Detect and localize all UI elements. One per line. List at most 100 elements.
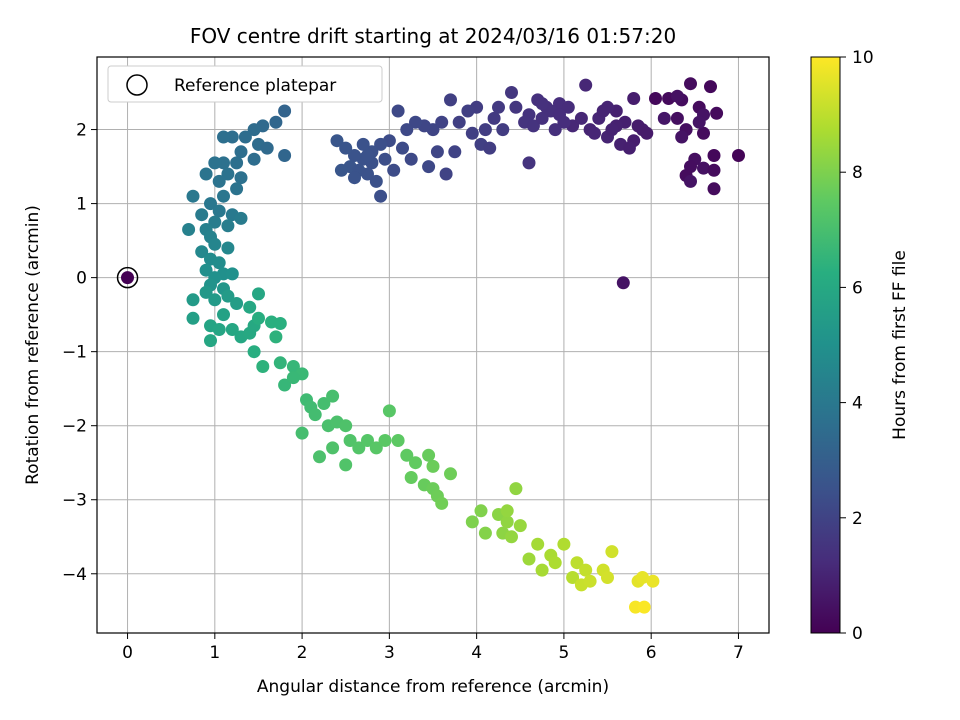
data-point bbox=[422, 160, 436, 174]
data-point bbox=[640, 126, 654, 140]
y-tick-label: −3 bbox=[62, 491, 87, 511]
x-tick-label: 2 bbox=[297, 643, 308, 663]
data-point bbox=[391, 104, 405, 118]
data-points bbox=[121, 77, 745, 614]
data-point bbox=[657, 111, 671, 125]
colorbar-gradient bbox=[810, 56, 841, 634]
data-point bbox=[509, 100, 523, 114]
data-point bbox=[637, 600, 651, 614]
x-tick-label: 3 bbox=[384, 643, 395, 663]
plot-frame bbox=[96, 56, 770, 634]
data-point bbox=[548, 556, 562, 570]
data-point bbox=[217, 189, 230, 203]
y-tick-label: 0 bbox=[76, 269, 87, 289]
data-point bbox=[234, 145, 248, 159]
data-point bbox=[710, 106, 724, 120]
data-point bbox=[313, 450, 326, 464]
data-point bbox=[273, 317, 287, 330]
colorbar-tick-label: 2 bbox=[852, 509, 863, 529]
data-point bbox=[675, 130, 689, 144]
data-point bbox=[396, 141, 409, 155]
data-point bbox=[247, 345, 261, 359]
data-point bbox=[707, 149, 721, 162]
data-point bbox=[535, 111, 549, 125]
data-point bbox=[238, 130, 252, 144]
reference-platepar-marker bbox=[116, 266, 139, 289]
data-point bbox=[221, 167, 235, 181]
data-point bbox=[247, 123, 261, 137]
data-point bbox=[444, 93, 457, 107]
colorbar-tick-label: 8 bbox=[852, 163, 863, 183]
data-point bbox=[330, 134, 344, 148]
data-point bbox=[697, 161, 710, 175]
data-point bbox=[361, 149, 374, 162]
data-point bbox=[557, 537, 571, 551]
data-point bbox=[707, 163, 721, 177]
data-point bbox=[204, 197, 217, 211]
data-point bbox=[339, 419, 353, 433]
grid-lines bbox=[97, 57, 769, 633]
data-point bbox=[273, 356, 287, 370]
data-point bbox=[195, 245, 209, 259]
data-point bbox=[684, 77, 697, 91]
data-point bbox=[252, 311, 265, 325]
data-point bbox=[278, 378, 292, 392]
y-axis-ticks: −4 −3 −2 −1 0 1 2 bbox=[62, 121, 97, 585]
data-point bbox=[430, 145, 444, 159]
data-point bbox=[339, 458, 353, 472]
y-axis-label: Rotation from reference (arcmin) bbox=[23, 205, 43, 485]
data-point bbox=[356, 137, 370, 151]
data-point bbox=[260, 141, 274, 155]
data-point bbox=[308, 408, 322, 422]
data-point bbox=[339, 141, 353, 155]
data-point bbox=[121, 271, 134, 285]
data-point bbox=[500, 504, 514, 518]
data-point bbox=[326, 389, 340, 403]
data-point bbox=[531, 537, 545, 551]
data-point bbox=[278, 104, 292, 118]
data-point bbox=[522, 552, 536, 566]
data-point bbox=[707, 182, 721, 196]
data-point bbox=[230, 156, 244, 170]
data-point bbox=[361, 167, 374, 181]
data-point bbox=[348, 171, 361, 185]
data-point bbox=[509, 482, 523, 496]
data-point bbox=[217, 130, 230, 144]
data-point bbox=[409, 115, 422, 129]
data-point bbox=[286, 360, 300, 373]
data-point bbox=[217, 308, 230, 322]
legend: Reference platepar bbox=[107, 65, 383, 103]
y-tick-label: 2 bbox=[76, 121, 87, 141]
data-point bbox=[670, 89, 684, 103]
x-tick-label: 1 bbox=[209, 643, 220, 663]
data-point bbox=[732, 149, 745, 162]
data-point bbox=[317, 397, 331, 410]
colorbar-tick-label: 0 bbox=[852, 624, 863, 644]
data-point bbox=[583, 574, 597, 588]
data-point bbox=[369, 441, 383, 455]
data-point bbox=[646, 574, 660, 588]
data-point bbox=[212, 174, 226, 188]
data-point bbox=[278, 149, 292, 162]
data-point bbox=[535, 97, 549, 111]
colorbar-tick-label: 6 bbox=[852, 278, 863, 298]
data-point bbox=[596, 104, 610, 118]
data-point bbox=[622, 141, 636, 155]
data-point bbox=[409, 456, 422, 470]
data-point bbox=[452, 115, 466, 129]
data-point bbox=[199, 167, 213, 181]
y-tick-label: −4 bbox=[62, 565, 87, 585]
data-point bbox=[374, 137, 388, 151]
data-point bbox=[566, 571, 580, 584]
legend-box bbox=[107, 65, 383, 103]
x-tick-label: 7 bbox=[733, 643, 744, 663]
data-point bbox=[225, 267, 239, 281]
data-point bbox=[374, 189, 388, 203]
data-point bbox=[182, 223, 196, 236]
data-point bbox=[574, 111, 588, 125]
data-point bbox=[186, 189, 200, 203]
x-tick-label: 0 bbox=[122, 643, 133, 663]
data-point bbox=[487, 111, 501, 125]
data-point bbox=[378, 434, 392, 447]
colorbar: 0 2 4 6 8 10 Hours from first FF file bbox=[810, 48, 910, 644]
